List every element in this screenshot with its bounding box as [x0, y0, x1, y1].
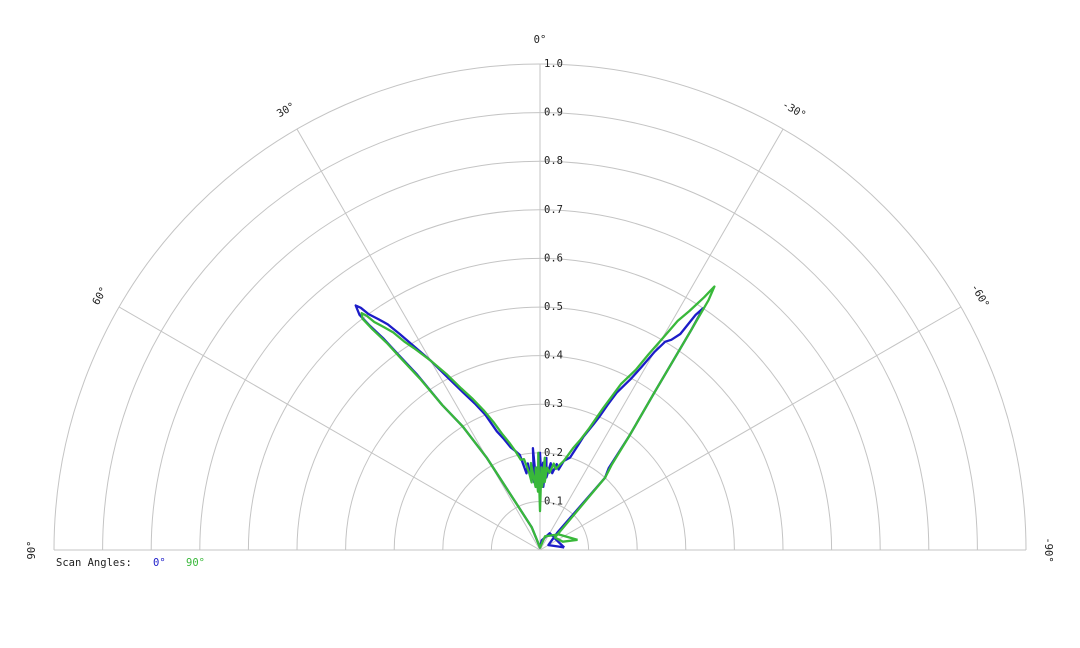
grid-spoke — [539, 306, 962, 551]
legend-entry-90deg: 90° — [186, 557, 205, 569]
radial-tick-label: 1.0 — [544, 58, 563, 70]
legend-entry-0deg: 0° — [153, 557, 166, 569]
radial-tick-label: 0.1 — [544, 495, 563, 507]
radial-tick-label: 0.8 — [544, 155, 563, 167]
angle-tick-label: -90° — [1042, 537, 1054, 562]
radial-tick-label: 0.4 — [544, 350, 563, 362]
series-line-0deg — [354, 304, 705, 549]
radial-tick-label: 0.2 — [544, 447, 563, 459]
radial-tick-label: 0.7 — [544, 204, 563, 216]
angle-tick-label: -30° — [780, 99, 808, 122]
grid-spoke — [296, 128, 541, 551]
angle-tick-label: 30° — [275, 100, 297, 120]
series-layer — [354, 285, 716, 549]
angle-tick-label: 90° — [26, 541, 38, 560]
series-line-90deg — [360, 285, 716, 549]
legend-title: Scan Angles: — [56, 557, 132, 569]
radial-tick-label: 0.3 — [544, 398, 563, 410]
angle-tick-label: 60° — [90, 285, 110, 307]
legend: Scan Angles: 0° 90° — [56, 557, 205, 569]
grid-spoke — [118, 306, 541, 551]
angle-tick-label: -60° — [968, 282, 991, 310]
label-layer: 0.1 0.2 0.3 0.4 0.5 0.6 0.7 0.8 0.9 1.0 0° 30° 60° 90… — [26, 34, 1054, 563]
radial-tick-label: 0.6 — [544, 252, 563, 264]
radial-tick-label: 0.5 — [544, 301, 563, 313]
angle-tick-label: 0° — [534, 34, 547, 46]
radial-tick-label: 0.9 — [544, 107, 563, 119]
